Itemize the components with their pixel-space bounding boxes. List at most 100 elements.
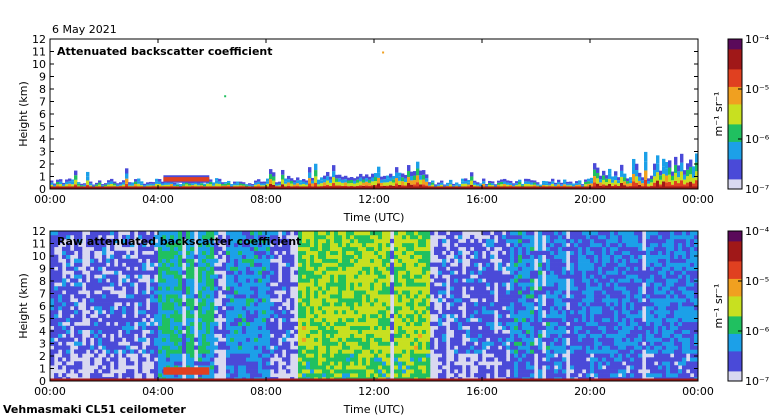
heatmap-cell — [482, 317, 487, 323]
heatmap-cell — [142, 234, 147, 240]
heatmap-cell — [458, 341, 463, 346]
heatmap-cell — [138, 262, 143, 267]
heatmap-cell — [302, 231, 307, 236]
heatmap-cell — [470, 266, 475, 271]
heatmap-cell — [509, 184, 513, 187]
heatmap-cell — [306, 250, 311, 255]
colorbar-segment — [728, 76, 742, 80]
heatmap-cell — [158, 290, 163, 295]
heatmap-cell — [450, 242, 455, 248]
heatmap-cell — [166, 274, 171, 279]
heatmap-cell — [692, 172, 696, 178]
heatmap-cell — [362, 250, 367, 255]
heatmap-cell — [546, 365, 551, 370]
heatmap-cell — [140, 181, 144, 184]
heatmap-cell — [362, 290, 367, 295]
heatmap-cell — [442, 309, 447, 315]
heatmap-cell — [434, 349, 439, 354]
heatmap-cell — [530, 274, 535, 279]
heatmap-cell — [394, 286, 399, 291]
heatmap-cell — [254, 250, 259, 255]
heatmap-cell — [378, 231, 383, 236]
heatmap-cell — [158, 286, 163, 291]
heatmap-cell — [358, 302, 363, 307]
heatmap-cell — [426, 369, 431, 374]
colorbar-segment — [728, 109, 742, 112]
heatmap-cell — [558, 286, 563, 291]
heatmap-cell — [394, 357, 399, 362]
y-tick-label: 5 — [39, 121, 46, 134]
heatmap-cell — [254, 294, 259, 299]
heatmap-cell — [174, 246, 179, 252]
heatmap-cell — [474, 250, 479, 255]
heatmap-cell — [374, 231, 379, 236]
heatmap-cell — [366, 234, 371, 240]
heatmap-cell — [246, 321, 251, 327]
heatmap-cell — [296, 183, 300, 187]
heatmap-cell — [526, 325, 531, 330]
heatmap-cell — [550, 302, 555, 307]
heatmap-cell — [290, 302, 295, 307]
heatmap-cell — [182, 341, 187, 346]
heatmap-cell — [358, 234, 363, 240]
heatmap-cell — [334, 302, 339, 307]
heatmap-cell — [287, 175, 291, 180]
heatmap-cell — [214, 274, 219, 279]
heatmap-cell — [386, 365, 391, 370]
heatmap-cell — [126, 254, 131, 259]
heatmap-cell — [466, 286, 471, 291]
heatmap-cell — [458, 317, 463, 323]
heatmap-cell — [550, 254, 555, 259]
heatmap-cell — [410, 286, 415, 291]
heatmap-cell — [370, 290, 375, 295]
heatmap-cell — [386, 270, 391, 275]
heatmap-cell — [262, 306, 267, 311]
heatmap-cell — [522, 274, 527, 279]
heatmap-cell — [78, 309, 83, 315]
heatmap-cell — [470, 250, 475, 255]
heatmap-cell — [498, 250, 503, 255]
heatmap-cell — [346, 246, 351, 252]
heatmap-cell — [514, 278, 519, 283]
heatmap-cell — [374, 238, 379, 244]
heatmap-cell — [374, 361, 379, 366]
heatmap-cell — [354, 238, 359, 244]
heatmap-cell — [362, 341, 367, 346]
heatmap-cell — [110, 278, 115, 283]
heatmap-cell — [461, 178, 465, 182]
heatmap-cell — [186, 290, 191, 295]
heatmap-cell — [238, 353, 243, 358]
heatmap-cell — [322, 262, 327, 267]
heatmap-cell — [464, 181, 468, 184]
heatmap-cell — [174, 306, 179, 311]
heatmap-cell — [62, 294, 67, 299]
heatmap-cell — [506, 182, 510, 185]
heatmap-cell — [510, 353, 515, 358]
heatmap-cell — [162, 278, 167, 283]
heatmap-cell — [214, 282, 219, 287]
heatmap-cell — [390, 290, 395, 295]
heatmap-cell — [342, 373, 347, 378]
heatmap-cell — [246, 341, 251, 346]
heatmap-cell — [290, 254, 295, 259]
heatmap-cell — [653, 182, 657, 189]
heatmap-cell — [90, 333, 95, 338]
heatmap-cell — [102, 345, 107, 350]
heatmap-cell — [478, 298, 483, 303]
heatmap-cell — [166, 357, 171, 362]
heatmap-cell — [106, 365, 111, 370]
heatmap-cell — [166, 361, 171, 366]
heatmap-cell — [56, 179, 60, 182]
heatmap-cell — [518, 325, 523, 330]
heatmap-cell — [614, 175, 618, 181]
heatmap-cell — [258, 234, 263, 240]
heatmap-cell — [407, 171, 411, 178]
heatmap-cell — [418, 309, 423, 315]
heatmap-cell — [250, 270, 255, 275]
heatmap-cell — [254, 365, 259, 370]
heatmap-cell — [50, 321, 55, 327]
heatmap-cell — [342, 278, 347, 283]
heatmap-cell — [350, 317, 355, 323]
heatmap-cell — [50, 254, 55, 259]
y-tick-label: 11 — [32, 46, 46, 59]
